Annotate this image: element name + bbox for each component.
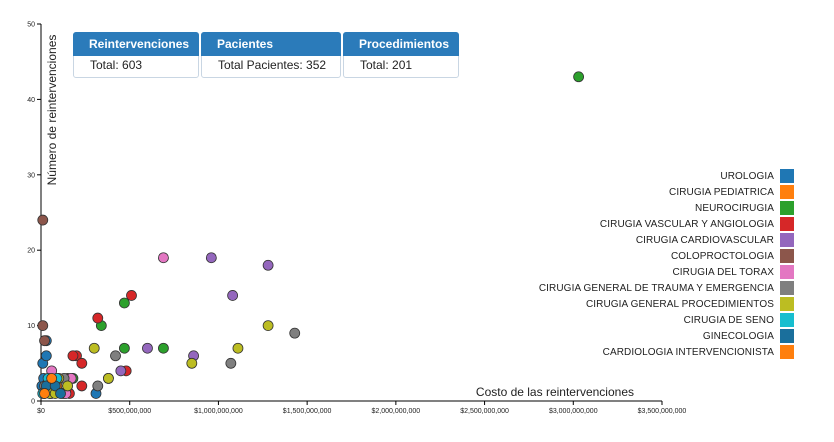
legend-swatch <box>780 281 794 295</box>
legend-item[interactable]: CIRUGIA CARDIOVASCULAR <box>636 232 794 248</box>
y-tick-label: 30 <box>27 172 35 179</box>
legend-item[interactable]: CIRUGIA PEDIATRICA <box>669 184 794 200</box>
data-point[interactable] <box>62 380 74 392</box>
data-point[interactable] <box>55 388 66 399</box>
legend-swatch <box>780 265 794 279</box>
legend-item[interactable]: CIRUGIA GENERAL DE TRAUMA Y EMERGENCIA <box>539 280 794 296</box>
legend-label: CIRUGIA CARDIOVASCULAR <box>635 234 774 246</box>
data-point[interactable] <box>262 320 274 332</box>
legend-swatch <box>780 233 794 247</box>
legend-label: CIRUGIA GENERAL DE TRAUMA Y EMERGENCIA <box>538 282 774 294</box>
legend-swatch <box>780 249 794 263</box>
data-point[interactable] <box>225 357 237 369</box>
data-points <box>36 71 585 399</box>
data-point[interactable] <box>262 259 274 271</box>
data-point[interactable] <box>158 342 169 354</box>
legend-swatch <box>780 329 794 343</box>
kpi-title: Procedimientos <box>343 32 459 56</box>
legend-label: CIRUGIA VASCULAR Y ANGIOLOGIA <box>599 218 774 230</box>
legend-swatch <box>780 201 794 215</box>
y-tick-label: 10 <box>27 323 35 330</box>
x-tick-label: $2,500,000,000 <box>460 408 509 415</box>
axes: $0 $500,000,000 $1,000,000,000 $1,500,000,0… <box>27 22 686 416</box>
legend-label: CIRUGIA DE SENO <box>683 314 774 326</box>
data-point[interactable] <box>227 290 239 301</box>
legend-label: UROLOGIA <box>720 170 774 182</box>
kpi-value: Total: 603 <box>90 58 143 72</box>
legend-item[interactable]: UROLOGIA <box>720 168 794 184</box>
data-point[interactable] <box>76 380 88 392</box>
kpi-title: Reintervenciones <box>73 32 199 56</box>
legend-item[interactable]: COLOPROCTOLOGIA <box>671 248 794 264</box>
data-point[interactable] <box>186 357 198 369</box>
y-axis-title: Número de reintervenciones <box>45 35 59 186</box>
y-tick-label: 50 <box>27 22 35 29</box>
legend-label: CARDIOLOGIA INTERVENCIONISTA <box>602 346 774 358</box>
data-point[interactable] <box>126 290 137 301</box>
y-tick-label: 20 <box>27 248 35 255</box>
data-point[interactable] <box>232 342 244 354</box>
data-point[interactable] <box>573 71 585 83</box>
legend-item[interactable]: CIRUGIA VASCULAR Y ANGIOLOGIA <box>600 216 794 232</box>
kpi-title: Pacientes <box>201 32 341 56</box>
legend-item[interactable]: CARDIOLOGIA INTERVENCIONISTA <box>603 344 794 360</box>
data-point[interactable] <box>76 357 88 369</box>
data-point[interactable] <box>37 320 49 332</box>
data-point[interactable] <box>40 350 52 362</box>
legend-item[interactable]: CIRUGIA GENERAL PROCEDIMIENTOS <box>586 296 794 312</box>
data-point[interactable] <box>110 350 121 362</box>
legend-label: CIRUGIA GENERAL PROCEDIMIENTOS <box>585 298 774 310</box>
legend-label: COLOPROCTOLOGIA <box>670 250 774 262</box>
x-tick-label: $500,000,000 <box>108 408 151 415</box>
kpi-card-reintervenciones: Reintervenciones Total: 603 <box>73 32 199 78</box>
data-point[interactable] <box>37 214 49 226</box>
x-tick-label: $1,000,000,000 <box>194 408 243 415</box>
legend-label: GINECOLOGIA <box>702 330 774 342</box>
data-point[interactable] <box>46 372 58 384</box>
legend-item[interactable]: CIRUGIA DEL TORAX <box>672 264 794 280</box>
data-point[interactable] <box>88 342 100 354</box>
data-point[interactable] <box>205 252 217 264</box>
data-point[interactable] <box>115 365 127 377</box>
x-tick-label: $3,500,000,000 <box>638 408 687 415</box>
data-point[interactable] <box>92 312 104 324</box>
kpi-card-procedimientos: Procedimientos Total: 201 <box>343 32 459 78</box>
legend-item[interactable]: NEUROCIRUGIA <box>695 200 794 216</box>
x-tick-label: $2,000,000,000 <box>372 408 421 415</box>
x-tick-label: $0 <box>37 408 45 415</box>
kpi-value: Total: 201 <box>360 58 413 72</box>
data-point[interactable] <box>92 380 104 392</box>
data-point[interactable] <box>142 342 153 354</box>
data-point[interactable] <box>118 342 130 354</box>
data-point[interactable] <box>289 327 301 339</box>
data-point[interactable] <box>39 388 50 399</box>
kpi-card-pacientes: Pacientes Total Pacientes: 352 <box>201 32 341 78</box>
legend-swatch <box>780 345 794 359</box>
legend-label: CIRUGIA PEDIATRICA <box>669 186 774 198</box>
legend-swatch <box>780 185 794 199</box>
legend-item[interactable]: CIRUGIA DE SENO <box>684 312 794 328</box>
legend-swatch <box>780 169 794 183</box>
x-axis-title: Costo de las reintervenciones <box>476 385 634 399</box>
legend-label: CIRUGIA DEL TORAX <box>672 266 774 278</box>
legend-item[interactable]: GINECOLOGIA <box>703 328 794 344</box>
y-tick-label: 40 <box>27 97 35 104</box>
data-point[interactable] <box>118 297 130 309</box>
legend-swatch <box>780 297 794 311</box>
kpi-value: Total Pacientes: 352 <box>218 58 327 72</box>
data-point[interactable] <box>39 335 50 347</box>
legend-swatch <box>780 313 794 327</box>
x-tick-label: $3,000,000,000 <box>549 408 598 415</box>
data-point[interactable] <box>158 252 169 264</box>
x-tick-label: $1,500,000,000 <box>283 408 332 415</box>
data-point[interactable] <box>103 372 114 384</box>
legend-label: NEUROCIRUGIA <box>695 202 774 214</box>
legend-swatch <box>780 217 794 231</box>
data-point[interactable] <box>67 350 79 362</box>
y-tick-label: 0 <box>31 399 35 406</box>
